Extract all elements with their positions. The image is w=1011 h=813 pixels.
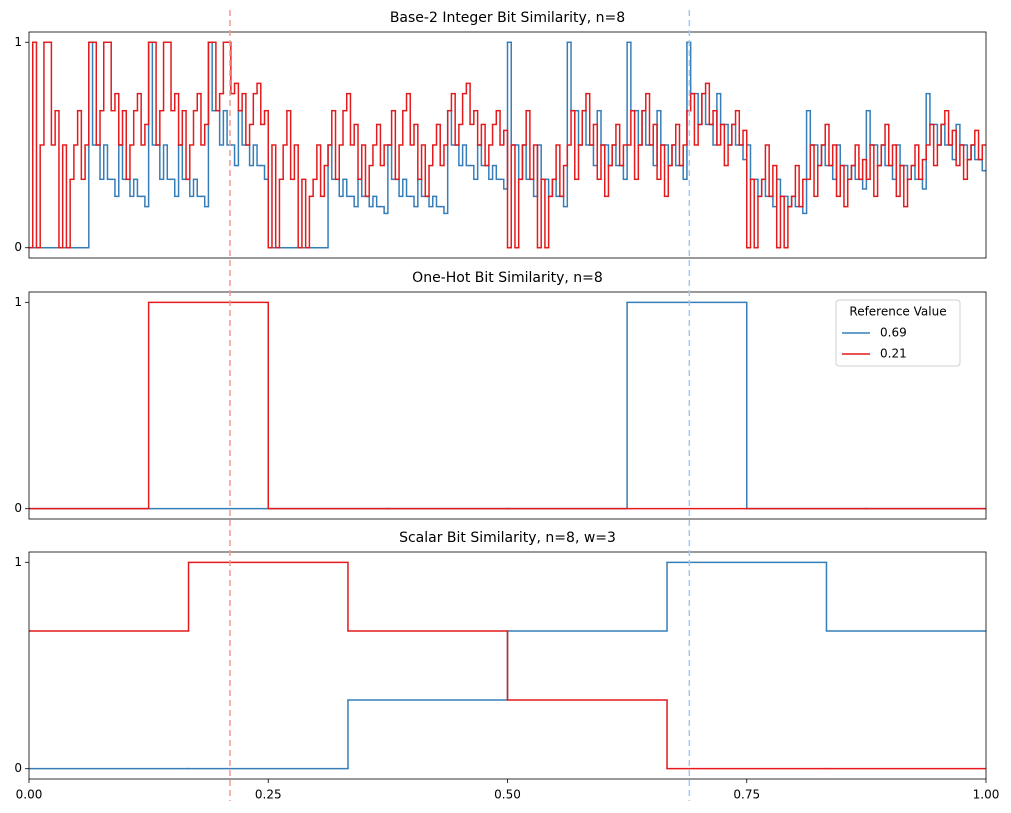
y-tick-label: 0: [14, 501, 22, 515]
legend-title: Reference Value: [849, 305, 946, 319]
x-tick-label: 0.25: [255, 788, 282, 802]
legend-label: 0.21: [880, 347, 907, 361]
chart-title: Base-2 Integer Bit Similarity, n=8: [390, 10, 625, 26]
plot-area: [29, 41, 986, 249]
x-tick-label: 1.00: [973, 788, 1000, 802]
x-tick-label: 0.00: [16, 788, 43, 802]
legend-label: 0.69: [880, 326, 907, 340]
chart-title: Scalar Bit Similarity, n=8, w=3: [399, 530, 616, 546]
plot-area: [29, 561, 986, 770]
y-tick-label: 1: [14, 555, 22, 569]
chart-title: One-Hot Bit Similarity, n=8: [412, 270, 603, 286]
plot-area: [29, 301, 986, 510]
legend-box: [835, 299, 961, 367]
axes-frame: [28, 31, 987, 259]
y-tick-label: 0: [14, 240, 22, 254]
axes-frame: [28, 291, 987, 520]
y-tick-label: 1: [14, 295, 22, 309]
x-tick-label: 0.75: [733, 788, 760, 802]
x-tick-label: 0.50: [494, 788, 521, 802]
y-tick-label: 1: [14, 35, 22, 49]
y-tick-label: 0: [14, 761, 22, 775]
